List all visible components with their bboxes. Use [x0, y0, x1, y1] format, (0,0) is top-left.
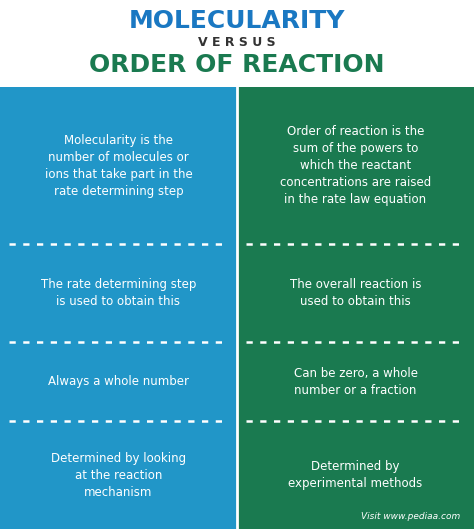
Bar [237, 87, 474, 244]
Text: The overall reaction is
used to obtain this: The overall reaction is used to obtain t… [290, 278, 421, 308]
Text: ORDER OF REACTION: ORDER OF REACTION [89, 52, 385, 77]
Text: Determined by looking
at the reaction
mechanism: Determined by looking at the reaction me… [51, 452, 186, 498]
Text: Always a whole number: Always a whole number [48, 375, 189, 388]
Text: The rate determining step
is used to obtain this: The rate determining step is used to obt… [41, 278, 196, 308]
Text: Visit www.pediaa.com: Visit www.pediaa.com [361, 512, 460, 521]
Bar [0, 342, 237, 421]
Text: V E R S U S: V E R S U S [198, 36, 276, 49]
Text: Order of reaction is the
sum of the powers to
which the reactant
concentrations : Order of reaction is the sum of the powe… [280, 125, 431, 206]
Bar [237, 342, 474, 421]
Bar [0, 87, 237, 244]
Bar [237, 244, 474, 342]
Bar [0, 421, 237, 529]
Text: Molecularity is the
number of molecules or
ions that take part in the
rate deter: Molecularity is the number of molecules … [45, 134, 192, 198]
Text: Determined by
experimental methods: Determined by experimental methods [288, 460, 423, 490]
Bar [0, 244, 237, 342]
Bar [237, 421, 474, 529]
Text: Can be zero, a whole
number or a fraction: Can be zero, a whole number or a fractio… [293, 367, 418, 397]
Text: MOLECULARITY: MOLECULARITY [129, 9, 345, 33]
